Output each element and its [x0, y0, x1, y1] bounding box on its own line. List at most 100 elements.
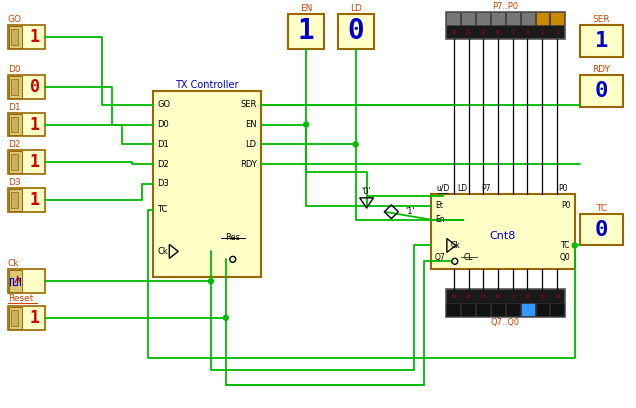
- Bar: [11, 192, 18, 208]
- Text: EN: EN: [300, 4, 312, 13]
- Text: 0: 0: [595, 220, 608, 239]
- Text: 1: 1: [526, 30, 530, 35]
- Bar: [521, 304, 535, 316]
- Text: D1: D1: [8, 103, 20, 112]
- Circle shape: [209, 279, 214, 284]
- Text: EN: EN: [245, 120, 256, 129]
- Text: 0: 0: [511, 294, 515, 299]
- Bar: [446, 289, 565, 317]
- Text: 0: 0: [29, 78, 39, 96]
- Text: 1: 1: [29, 115, 39, 133]
- Text: Ck: Ck: [451, 241, 460, 250]
- Text: TX Controller: TX Controller: [176, 80, 238, 90]
- Circle shape: [572, 243, 577, 248]
- Text: D2: D2: [158, 160, 169, 169]
- Text: LD: LD: [350, 4, 362, 13]
- Bar: [446, 11, 565, 39]
- Text: P0: P0: [561, 201, 570, 210]
- Bar: [9, 27, 22, 48]
- Text: 0: 0: [595, 81, 608, 101]
- Bar: [446, 304, 460, 316]
- Circle shape: [303, 122, 308, 127]
- Text: GO: GO: [158, 100, 170, 109]
- Text: P7: P7: [481, 184, 491, 193]
- Circle shape: [353, 142, 358, 147]
- Text: 1: 1: [555, 30, 559, 35]
- Text: D3: D3: [158, 180, 169, 188]
- Text: 0: 0: [541, 294, 544, 299]
- Bar: [11, 117, 18, 133]
- Bar: [536, 12, 550, 25]
- Bar: [461, 304, 475, 316]
- Text: 0: 0: [481, 30, 485, 35]
- Bar: [579, 214, 623, 246]
- Bar: [8, 306, 45, 330]
- Text: LD: LD: [245, 140, 256, 149]
- Bar: [579, 25, 623, 57]
- Text: Res: Res: [225, 233, 240, 242]
- Text: 0: 0: [466, 294, 470, 299]
- Bar: [506, 304, 520, 316]
- Bar: [9, 151, 22, 173]
- Circle shape: [452, 258, 458, 264]
- Bar: [491, 12, 505, 25]
- Text: 0: 0: [511, 30, 515, 35]
- Text: 1: 1: [526, 294, 530, 299]
- Bar: [550, 12, 564, 25]
- Bar: [9, 113, 22, 135]
- Bar: [11, 154, 18, 170]
- Bar: [288, 13, 324, 49]
- Text: D0: D0: [158, 120, 169, 129]
- Text: P7..P0: P7..P0: [492, 2, 518, 11]
- Bar: [9, 76, 22, 98]
- Text: D0: D0: [8, 65, 20, 74]
- Bar: [461, 12, 475, 25]
- Bar: [431, 194, 575, 269]
- Bar: [153, 91, 261, 277]
- Text: 0: 0: [496, 30, 500, 35]
- Text: 1: 1: [29, 191, 39, 209]
- Text: Et: Et: [435, 201, 443, 210]
- Text: 0: 0: [555, 294, 559, 299]
- Bar: [8, 188, 45, 212]
- Text: Cnt8: Cnt8: [490, 231, 516, 241]
- Bar: [8, 150, 45, 174]
- Bar: [8, 25, 45, 49]
- Text: P0: P0: [558, 184, 567, 193]
- Bar: [506, 12, 520, 25]
- Text: Reset: Reset: [8, 294, 33, 303]
- Text: 0: 0: [347, 18, 364, 45]
- Text: En: En: [435, 215, 445, 224]
- Bar: [8, 75, 45, 99]
- Bar: [8, 113, 45, 136]
- Bar: [11, 79, 18, 95]
- Circle shape: [223, 315, 228, 320]
- Circle shape: [230, 256, 236, 262]
- Text: Ck: Ck: [8, 259, 19, 268]
- Text: 0: 0: [452, 30, 455, 35]
- Bar: [9, 270, 22, 292]
- Bar: [338, 13, 373, 49]
- Text: '1': '1': [405, 207, 415, 216]
- Text: 1: 1: [541, 30, 544, 35]
- Bar: [11, 29, 18, 45]
- Bar: [8, 269, 45, 293]
- Text: 1: 1: [29, 153, 39, 171]
- Bar: [536, 304, 550, 316]
- Text: D1: D1: [158, 140, 169, 149]
- Bar: [9, 189, 22, 211]
- Text: TC: TC: [596, 204, 607, 213]
- Text: SER: SER: [593, 16, 611, 24]
- Bar: [579, 75, 623, 106]
- Text: TC: TC: [562, 241, 570, 250]
- Text: 0: 0: [481, 294, 485, 299]
- Text: Q7..Q0: Q7..Q0: [491, 318, 520, 327]
- Text: Q0: Q0: [560, 253, 570, 262]
- Bar: [491, 304, 505, 316]
- Text: 1: 1: [29, 28, 39, 47]
- Text: TC: TC: [158, 205, 168, 214]
- Text: 0: 0: [496, 294, 500, 299]
- Bar: [446, 12, 460, 25]
- Text: RDY: RDY: [593, 65, 611, 74]
- Text: 0: 0: [466, 30, 470, 35]
